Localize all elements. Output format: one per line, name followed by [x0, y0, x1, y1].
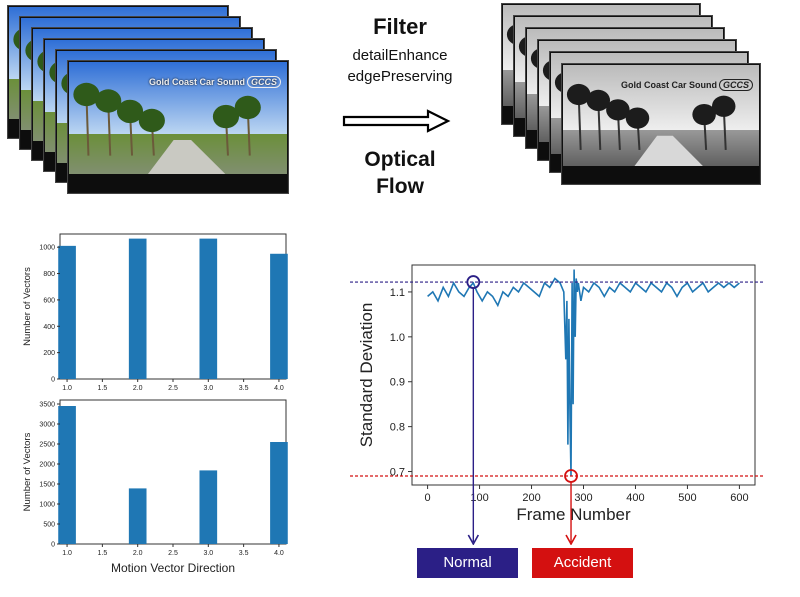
x-tick-label: 1.0	[62, 550, 72, 557]
y-tick-label: 3500	[39, 402, 55, 409]
brand-logo-icon: GCCS	[718, 79, 753, 91]
direction-histogram-top: 0 200 400 600 800 1000 1.0 1.5 2.0 2.5 3.0 3.5 4.0 Nu…	[22, 233, 288, 392]
x-tick-label: 3.5	[239, 385, 249, 392]
x-tick-label: 4.0	[274, 385, 284, 392]
pipeline-arrow-icon	[342, 109, 451, 133]
bar	[270, 442, 288, 544]
original-frame: Gold Coast Car Sound GCCS	[68, 61, 288, 193]
bar	[58, 245, 76, 379]
y-tick-label: 800	[43, 271, 55, 278]
y-axis-label: Number of Vectors	[22, 432, 33, 511]
brand-name: Gold Coast Car Sound	[148, 77, 245, 87]
normal-arrowhead-icon	[467, 534, 480, 545]
x-tick-label: 1.0	[62, 385, 72, 392]
x-tick-label: 4.0	[274, 550, 284, 557]
y-tick-label: 500	[43, 522, 55, 529]
y-axis-label: Number of Vectors	[22, 267, 33, 346]
x-tick-label: 400	[626, 492, 644, 504]
x-tick-label: 1.5	[98, 385, 108, 392]
y-tick-label: 1000	[39, 245, 55, 252]
bar	[128, 488, 147, 544]
y-tick-label: 200	[43, 350, 55, 357]
normal-label: Normal	[417, 548, 518, 578]
accident-marker	[564, 469, 578, 483]
y-tick-label: 600	[43, 297, 55, 304]
bar	[270, 253, 288, 379]
brand-logo-icon: GCCS	[246, 76, 281, 88]
x-tick-label: 3.0	[203, 385, 213, 392]
plot-frame	[59, 399, 287, 545]
normal-marker	[466, 275, 481, 289]
x-tick-label: 100	[470, 492, 488, 504]
x-tick-label: 0	[425, 492, 431, 504]
filter-method-1: detailEnhance	[352, 47, 448, 64]
plot-frame	[411, 264, 756, 486]
y-tick-label: 1000	[39, 502, 55, 509]
y-axis-label: Standard Deviation	[357, 303, 376, 448]
y-tick-label: 0.7	[390, 467, 405, 479]
filter-method-2: edgePreserving	[347, 68, 453, 85]
y-tick-label: 3000	[39, 422, 55, 429]
brand-watermark: Gold Coast Car Sound GCCS	[621, 79, 753, 91]
brand-name: Gold Coast Car Sound	[620, 80, 717, 90]
bar	[199, 238, 218, 379]
std-deviation-chart: 0.7 0.8 0.9 1.0 1.1 0 100 200 300 400 500 600 Standa…	[350, 264, 763, 545]
y-tick-label: 0.8	[390, 422, 405, 434]
y-tick-label: 1.1	[390, 287, 405, 299]
x-axis-label: Motion Vector Direction	[111, 561, 235, 575]
optical-flow-title: Optical Flow	[330, 146, 470, 200]
y-tick-label: 1.0	[390, 332, 405, 344]
y-tick-label: 1500	[39, 482, 55, 489]
x-tick-label: 300	[574, 492, 592, 504]
x-tick-label: 2.5	[168, 550, 178, 557]
direction-histogram-bottom: 0 500 1000 1500 2000 2500 3000 3500 1.0 1.5 2.0 2.5…	[22, 399, 288, 575]
x-tick-label: 200	[522, 492, 540, 504]
x-tick-label: 500	[678, 492, 696, 504]
filter-title: Filter	[373, 14, 427, 39]
x-tick-label: 2.0	[133, 385, 143, 392]
y-tick-label: 2000	[39, 462, 55, 469]
y-tick-label: 2500	[39, 442, 55, 449]
optical-flow-line-1: Optical	[364, 148, 436, 171]
brand-watermark: Gold Coast Car Sound GCCS	[149, 76, 281, 88]
filtered-frame: Gold Coast Car Sound GCCS	[562, 64, 760, 184]
x-tick-label: 1.5	[98, 550, 108, 557]
y-tick-label: 0	[51, 377, 55, 384]
accident-label: Accident	[532, 548, 633, 578]
x-tick-label: 3.5	[239, 550, 249, 557]
y-tick-label: 0	[51, 542, 55, 549]
std-series-line	[427, 269, 740, 477]
plot-frame	[59, 233, 287, 380]
x-tick-label: 2.0	[133, 550, 143, 557]
y-tick-label: 0.9	[390, 377, 405, 389]
accident-arrowhead-icon	[565, 534, 577, 545]
optical-flow-line-2: Flow	[376, 175, 424, 198]
x-tick-label: 600	[730, 492, 748, 504]
x-tick-label: 3.0	[203, 550, 213, 557]
bar	[199, 470, 218, 544]
bar	[128, 238, 147, 379]
y-tick-label: 400	[43, 324, 55, 331]
x-tick-label: 2.5	[168, 385, 178, 392]
x-axis-label: Frame Number	[516, 505, 631, 524]
bar	[58, 406, 76, 544]
